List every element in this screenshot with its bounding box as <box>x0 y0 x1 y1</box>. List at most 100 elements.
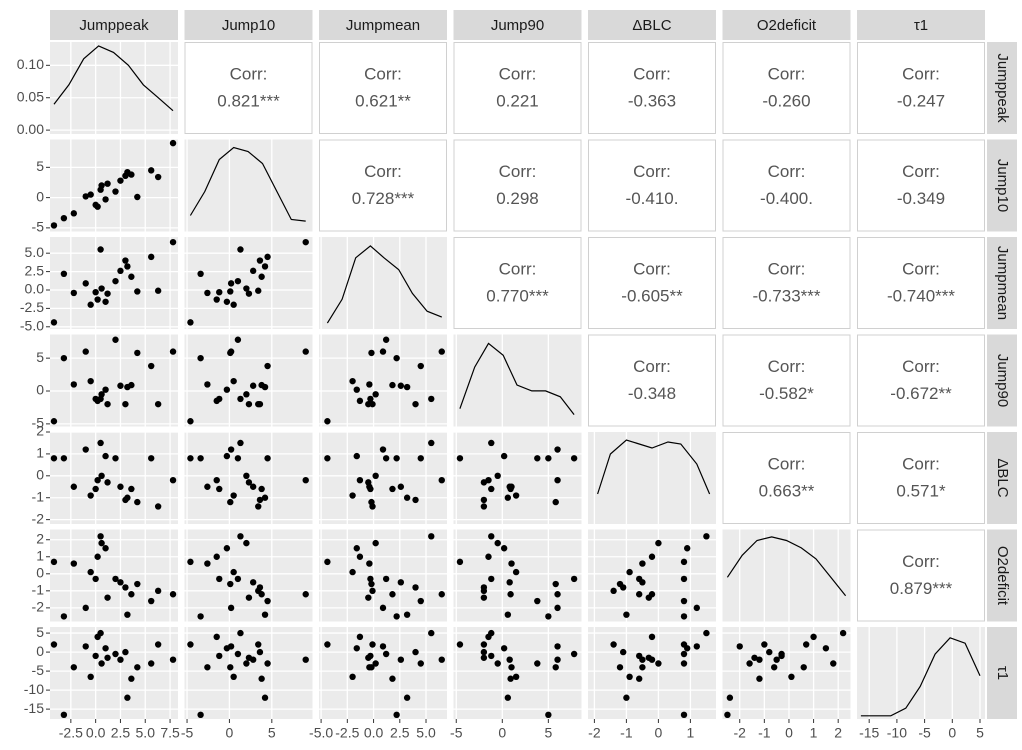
scatter-point <box>488 629 495 637</box>
scatter-point <box>356 633 364 641</box>
scatter-point <box>255 641 262 648</box>
panel-background <box>319 334 447 427</box>
corr-panel <box>857 42 985 134</box>
row-strip-label: Jumppeak <box>994 53 1011 123</box>
x-tick-label: 5 <box>544 725 552 741</box>
scatter-point <box>128 381 135 389</box>
scatter-point <box>570 575 578 583</box>
corr-panel <box>857 334 985 427</box>
x-tick-label: 0 <box>655 725 663 741</box>
scatter-point <box>148 660 155 667</box>
scatter-point <box>368 664 375 671</box>
y-tick-label: 0.0 <box>25 281 45 297</box>
scatter-point <box>648 633 656 641</box>
column-strip <box>722 10 851 40</box>
scatter-point <box>382 336 390 343</box>
row-strip <box>987 627 1017 719</box>
scatter-point <box>636 675 643 682</box>
corr-value: 0.571* <box>896 481 946 500</box>
scatter-point <box>213 476 220 484</box>
y-tick-label: 0 <box>36 467 44 483</box>
corr-label: Corr: <box>364 162 402 181</box>
scatter-point <box>112 336 119 343</box>
scatter-point <box>204 289 211 297</box>
corr-label: Corr: <box>768 357 806 376</box>
scatter-point <box>349 377 356 385</box>
scatter-point <box>480 654 488 661</box>
scatter-point <box>680 597 688 605</box>
scatter-point <box>237 246 244 253</box>
scatter-point <box>512 568 520 576</box>
row-strip-label: ΔBLC <box>994 458 1011 497</box>
scatter-point <box>368 580 375 588</box>
scatter-point <box>379 348 387 355</box>
scatter-point <box>243 660 250 667</box>
scatter-point <box>134 580 141 588</box>
scatter-point <box>356 476 364 484</box>
corr-label: Corr: <box>902 64 940 83</box>
scatter-point <box>261 611 269 618</box>
scatter-point <box>97 629 104 637</box>
scatter-point <box>204 560 211 567</box>
scatter-point <box>372 391 379 398</box>
scatter-point <box>128 591 135 598</box>
scatter-point <box>227 664 234 671</box>
x-tick-label: -2.5 <box>59 725 83 741</box>
scatter-point <box>197 455 204 462</box>
scatter-point <box>610 587 617 595</box>
scatter-point <box>570 455 578 462</box>
corr-panel <box>857 529 985 622</box>
y-tick-label: -10 <box>24 681 44 697</box>
scatter-point <box>197 613 204 620</box>
scatter-point <box>122 648 129 656</box>
scatter-point <box>243 391 250 398</box>
scatter-point <box>506 656 513 663</box>
scatter-point <box>655 660 662 667</box>
scatter-point <box>302 591 309 598</box>
scatter-point <box>365 594 372 601</box>
x-tick-label: 1 <box>687 725 695 741</box>
scatter-point <box>70 381 78 388</box>
scatter-point <box>245 479 253 486</box>
scatter-point <box>102 196 109 203</box>
density-curve <box>189 146 306 222</box>
scatter-point <box>87 492 94 499</box>
scatter-point <box>417 597 424 605</box>
y-tick-label: 5.0 <box>25 244 45 260</box>
corr-panel <box>453 42 582 134</box>
scatter-point <box>124 611 131 618</box>
scatter-point <box>98 391 105 398</box>
scatter-point <box>773 656 780 663</box>
scatter-point <box>264 597 271 605</box>
scatter-point <box>485 553 492 560</box>
scatter-point <box>680 575 688 583</box>
scatter-point <box>249 483 257 490</box>
scatter-point <box>382 650 390 658</box>
x-tick-label: -2.5 <box>335 725 359 741</box>
y-tick-label: -1 <box>32 582 45 598</box>
scatter-point <box>112 575 119 583</box>
scatter-point <box>494 472 501 480</box>
panel-background <box>588 432 716 524</box>
scatter-point <box>480 594 488 601</box>
panel-background <box>722 529 851 622</box>
scatter-point <box>554 643 561 650</box>
scatter-point <box>234 455 242 462</box>
scatter-point <box>204 483 211 490</box>
scatter-point <box>216 575 223 583</box>
scatter-point <box>623 611 630 618</box>
corr-value: 0.728*** <box>352 189 415 208</box>
scatter-point <box>245 594 253 601</box>
column-strip <box>453 10 582 40</box>
panel-background <box>722 627 851 719</box>
scatter-point <box>552 664 559 671</box>
scatter-point <box>703 533 710 540</box>
scatter-point <box>500 545 508 552</box>
x-tick-label: 2 <box>834 725 842 741</box>
corr-panel <box>722 42 851 134</box>
scatter-point <box>104 400 111 408</box>
scatter-point <box>756 656 763 663</box>
scatter-point <box>382 455 390 462</box>
scatter-point <box>112 650 119 658</box>
scatter-point <box>488 439 495 447</box>
